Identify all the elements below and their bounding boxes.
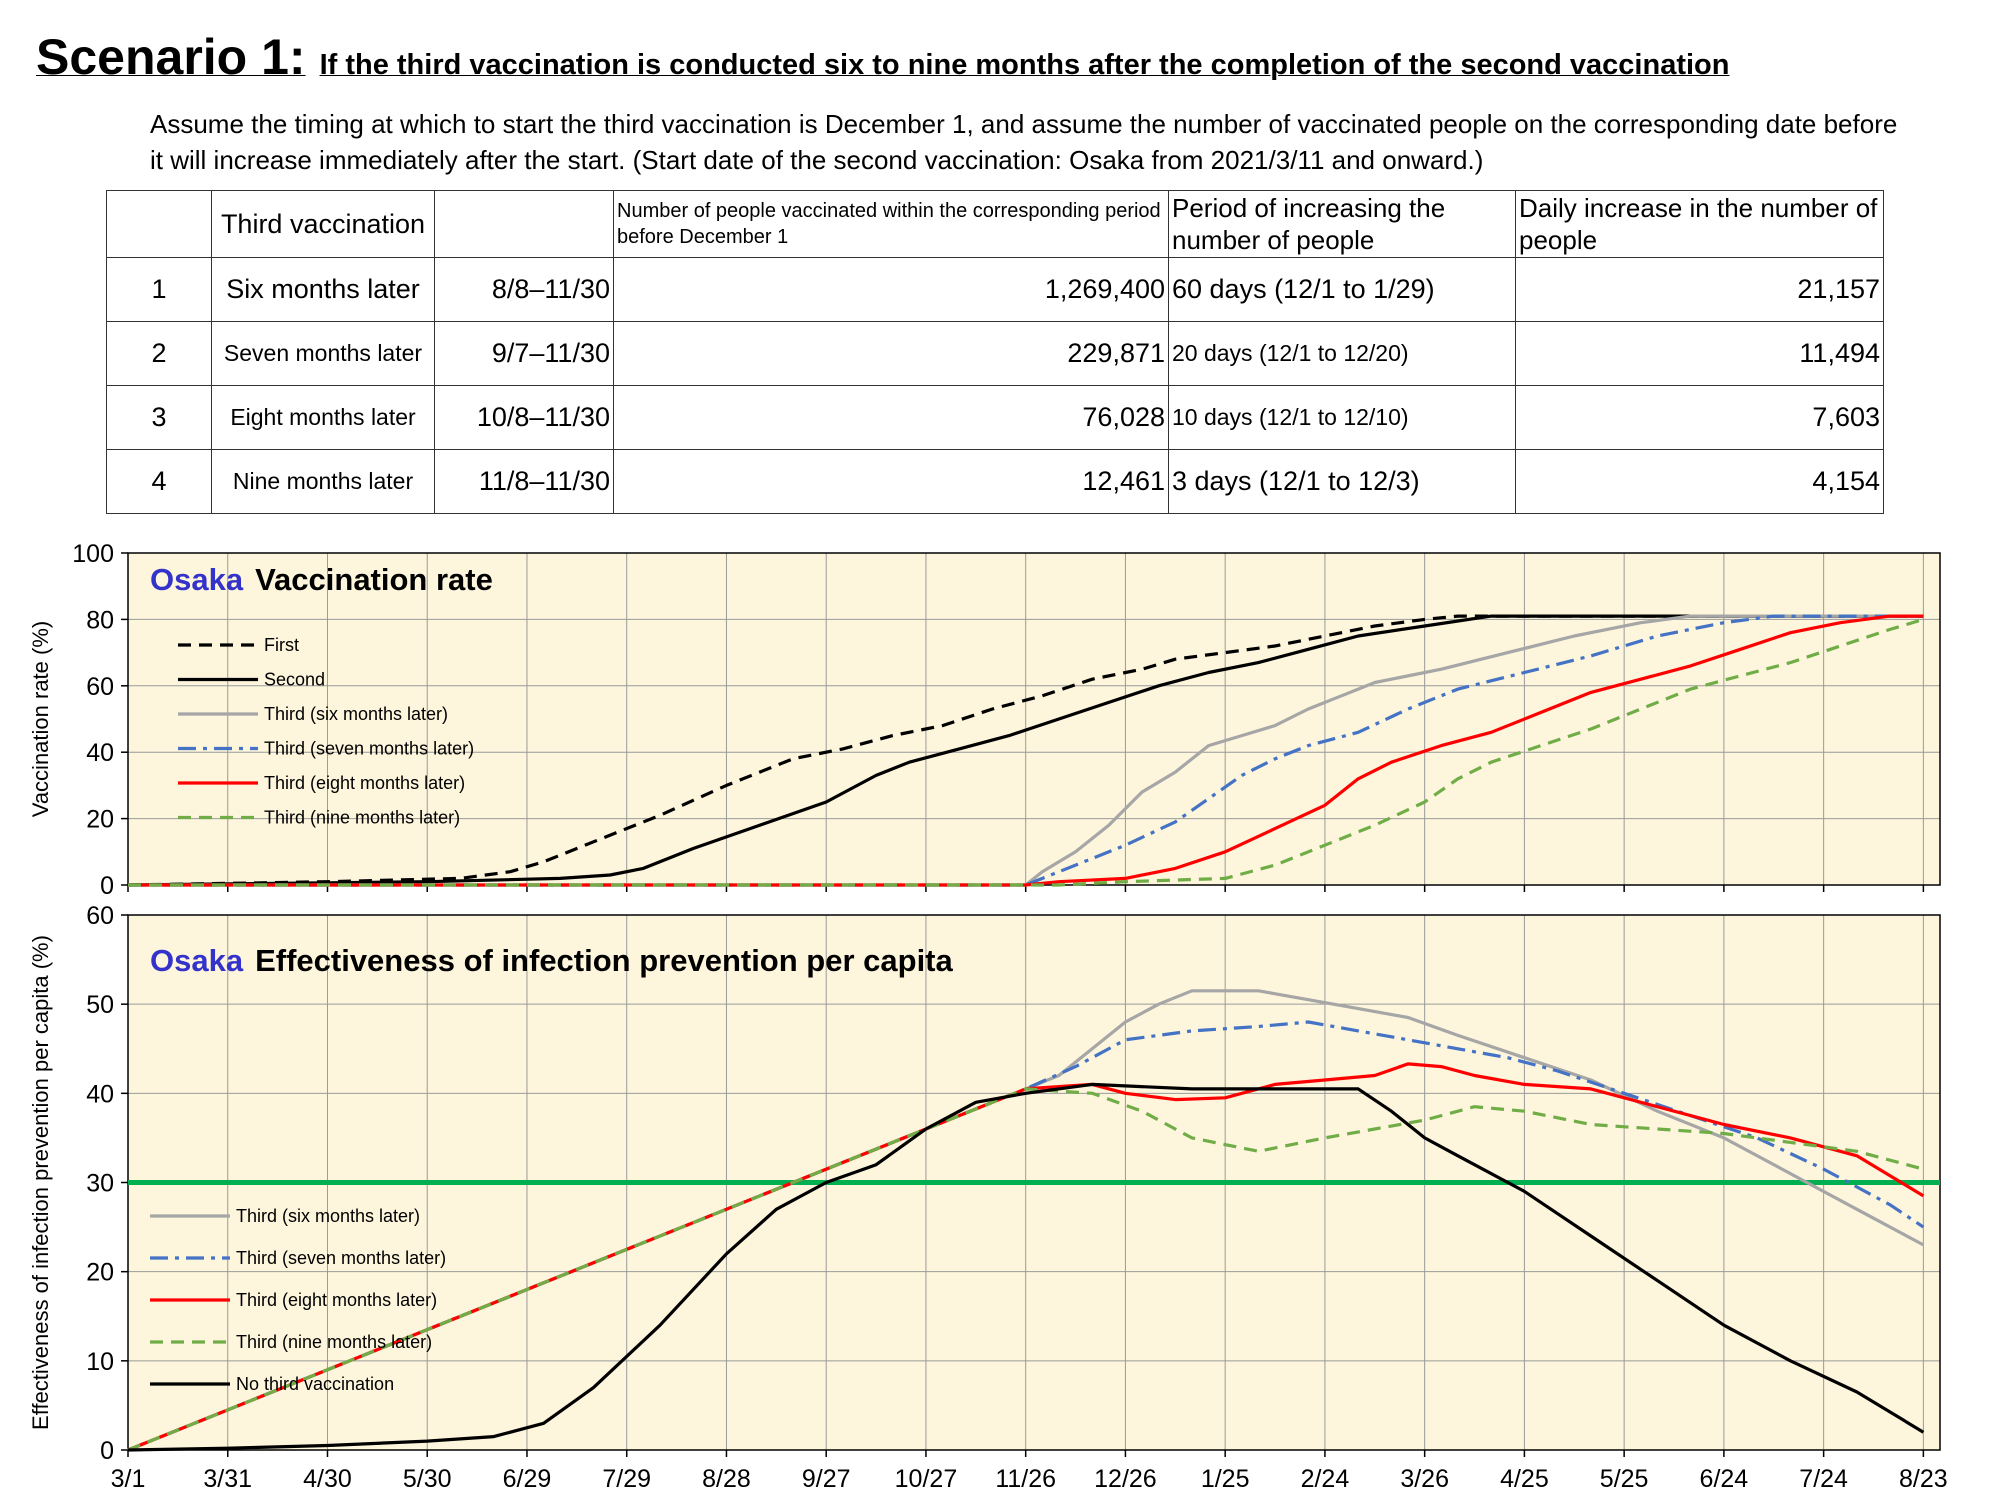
y-tick-label: 30	[86, 1170, 114, 1198]
table-row: 1 Six months later 8/8–11/30 1,269,400 6…	[106, 257, 1884, 322]
x-tick-label: 1/25	[1201, 1465, 1250, 1493]
y-tick-label: 50	[86, 991, 114, 1019]
plot-area	[128, 553, 1940, 885]
x-tick-label: 8/23	[1899, 1465, 1948, 1493]
row-index: 4	[106, 449, 212, 514]
series-line-5	[127, 1082, 1925, 1452]
y-axis-label: Effectiveness of infection prevention pe…	[28, 935, 53, 1430]
header-cell-increase: Period of increasing the number of peopl…	[1168, 190, 1516, 258]
y-tick-label: 80	[86, 606, 114, 634]
legend-label: Third (six months later)	[236, 1206, 420, 1226]
header-cell-third: Third vaccination	[211, 190, 435, 258]
y-tick-label: 0	[100, 1437, 114, 1465]
row-increase: 20 days (12/1 to 12/20)	[1168, 321, 1516, 386]
scenario-subtitle: If the third vaccination is conducted si…	[319, 49, 1730, 81]
series-line-2	[127, 1020, 1925, 1452]
intro-text: Assume the timing at which to start the …	[150, 109, 1898, 175]
x-tick-label: 6/29	[503, 1465, 552, 1493]
x-tick-label: 12/26	[1094, 1465, 1157, 1493]
row-third: Seven months later	[211, 321, 435, 386]
x-tick-label: 9/27	[802, 1465, 851, 1493]
x-tick-label: 10/27	[895, 1465, 958, 1493]
row-daily: 11,494	[1515, 321, 1884, 386]
series-line-4	[127, 1087, 1924, 1452]
legend-label: Second	[264, 670, 325, 690]
chart-title-region: Osaka	[150, 943, 244, 978]
y-tick-label: 10	[86, 1348, 114, 1376]
x-tick-label: 11/26	[995, 1465, 1056, 1493]
series-line-1	[127, 989, 1925, 1452]
x-tick-label: 4/30	[303, 1465, 352, 1493]
legend-label: Third (seven months later)	[236, 1248, 446, 1268]
row-number: 229,871	[613, 321, 1169, 386]
y-tick-label: 60	[86, 902, 114, 930]
y-tick-label: 40	[86, 739, 114, 767]
x-tick-label: 7/24	[1799, 1465, 1848, 1493]
page-title: Scenario 1: If the third vaccination is c…	[36, 28, 1729, 86]
row-increase: 60 days (12/1 to 1/29)	[1168, 257, 1516, 322]
series-line-5	[128, 614, 1924, 887]
row-period: 11/8–11/30	[434, 449, 614, 514]
row-daily: 21,157	[1515, 257, 1884, 322]
series-line-4	[128, 614, 1924, 887]
series-line-6	[128, 617, 1924, 887]
legend-label: Third (seven months later)	[264, 739, 474, 759]
series-line-3	[127, 1062, 1925, 1452]
x-tick-label: 7/29	[602, 1465, 651, 1493]
row-period: 8/8–11/30	[434, 257, 614, 322]
y-tick-label: 0	[100, 872, 114, 900]
series-line-1	[127, 614, 1924, 887]
row-number: 12,461	[613, 449, 1169, 514]
y-tick-label: 60	[86, 673, 114, 701]
x-tick-label: 3/26	[1400, 1465, 1449, 1493]
row-index: 1	[106, 257, 212, 322]
y-axis-label: Vaccination rate (%)	[28, 621, 53, 817]
y-tick-label: 40	[86, 1080, 114, 1108]
series-line-2	[127, 614, 1924, 887]
row-daily: 4,154	[1515, 449, 1884, 514]
row-increase: 3 days (12/1 to 12/3)	[1168, 449, 1516, 514]
legend-label: Third (eight months later)	[264, 773, 465, 793]
row-period: 10/8–11/30	[434, 385, 614, 450]
row-increase: 10 days (12/1 to 12/10)	[1168, 385, 1516, 450]
chart-title-text: Vaccination rate	[255, 562, 493, 597]
table-header-row: Third vaccination Number of people vacci…	[106, 190, 1884, 258]
row-index: 2	[106, 321, 212, 386]
x-tick-label: 6/24	[1700, 1465, 1749, 1493]
table-row: 4 Nine months later 11/8–11/30 12,461 3 …	[106, 449, 1884, 514]
row-third: Six months later	[211, 257, 435, 322]
chart-title: Osaka Effectiveness of infection preventi…	[150, 943, 954, 978]
x-tick-label: 5/25	[1600, 1465, 1649, 1493]
row-period: 9/7–11/30	[434, 321, 614, 386]
series-line-3	[128, 614, 1924, 887]
vaccination-table: Third vaccination Number of people vacci…	[106, 190, 1884, 514]
legend-label: First	[264, 635, 299, 655]
x-tick-label: 3/31	[203, 1465, 252, 1493]
y-tick-label: 100	[72, 540, 114, 568]
table-row: 2 Seven months later 9/7–11/30 229,871 2…	[106, 321, 1884, 386]
chart-title-text: Effectiveness of infection prevention pe…	[255, 943, 953, 978]
scenario-label: Scenario 1:	[36, 29, 306, 85]
legend-label: Third (six months later)	[264, 704, 448, 724]
row-number: 1,269,400	[613, 257, 1169, 322]
legend-label: Third (nine months later)	[236, 1332, 432, 1352]
y-tick-label: 20	[86, 806, 114, 834]
x-tick-label: 3/1	[111, 1465, 146, 1493]
chart-title-region: Osaka	[150, 562, 244, 597]
x-tick-label: 5/30	[403, 1465, 452, 1493]
chart-title: Osaka Vaccination rate	[150, 562, 493, 597]
x-tick-label: 2/24	[1301, 1465, 1350, 1493]
x-tick-label: 4/25	[1500, 1465, 1549, 1493]
x-tick-label: 8/28	[702, 1465, 751, 1493]
legend-label: Third (nine months later)	[264, 808, 460, 828]
row-third: Nine months later	[211, 449, 435, 514]
legend-label: No third vaccination	[236, 1374, 394, 1394]
y-tick-label: 20	[86, 1259, 114, 1287]
legend-label: Third (eight months later)	[236, 1290, 437, 1310]
